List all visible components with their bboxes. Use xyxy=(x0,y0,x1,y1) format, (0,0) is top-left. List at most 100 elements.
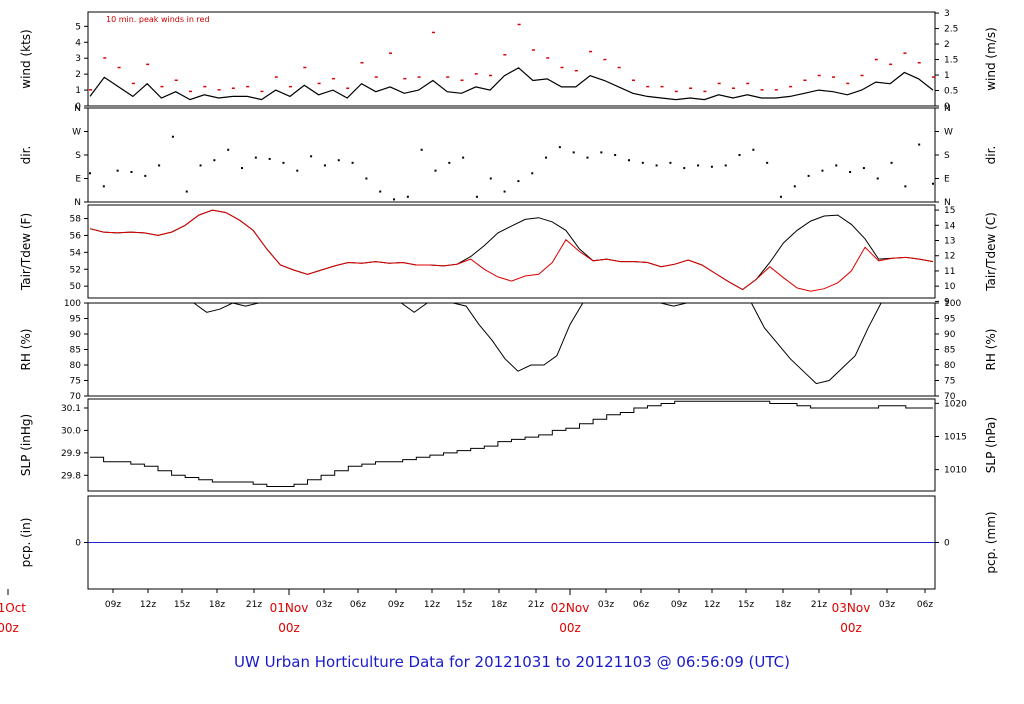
dir-point xyxy=(185,190,188,193)
dir-point xyxy=(586,156,589,159)
wind-peak-marker xyxy=(131,82,135,85)
x-date-label: 02Nov xyxy=(551,601,590,615)
rh-ytick-right-label: 80 xyxy=(944,361,956,371)
dir-point xyxy=(517,180,520,183)
wind-peak-marker xyxy=(89,89,92,91)
wind-annotation: 10 min. peak winds in red xyxy=(106,15,210,24)
wind-peak-marker xyxy=(617,66,621,69)
wind-ytick-right-label: 0 xyxy=(944,102,950,112)
rh-ytick-label: 80 xyxy=(70,361,82,371)
wind-peak-marker xyxy=(774,89,778,91)
slp-line xyxy=(90,400,933,487)
wind-ytick-label: 5 xyxy=(75,22,81,32)
wind-peak-marker xyxy=(846,82,850,85)
wind-peak-marker xyxy=(874,58,878,61)
wind-peak-marker xyxy=(446,76,450,78)
wind-peak-marker xyxy=(831,76,835,78)
dir-ytick-label: N xyxy=(74,104,81,114)
dir-point xyxy=(545,156,548,159)
wind-peak-marker xyxy=(389,52,393,54)
temp-ytick-right-label: 9 xyxy=(944,297,950,307)
x-hour-tick-label: 09z xyxy=(671,600,687,610)
wind-ytick-right-label: 0.5 xyxy=(944,87,958,97)
dir-ytick-label: E xyxy=(75,175,81,185)
wind-peak-marker xyxy=(331,77,335,80)
dir-point xyxy=(531,172,534,175)
dir-point xyxy=(116,169,119,172)
wind-peak-marker xyxy=(374,76,378,78)
dir-point xyxy=(669,161,672,164)
wind-peak-marker xyxy=(417,76,421,78)
wind-peak-marker xyxy=(674,90,678,93)
dir-point xyxy=(918,143,921,146)
slp-ylabel: SLP (inHg) xyxy=(19,414,33,476)
temp-ytick-right-label: 10 xyxy=(944,282,956,292)
rh-ytick-right-label: 100 xyxy=(944,299,961,309)
temp-ytick-right-label: 14 xyxy=(944,221,956,231)
dir-ytick-right-label: W xyxy=(944,128,953,138)
x-hour-tick-label: 18z xyxy=(775,600,791,610)
slp-ytick-right-label: 1015 xyxy=(944,432,967,442)
dir-point xyxy=(130,170,133,173)
wind-peak-marker xyxy=(889,63,893,66)
dir-point xyxy=(572,151,575,154)
dir-point xyxy=(655,164,658,167)
dir-point xyxy=(904,185,907,188)
x-hour-tick-label: 15z xyxy=(174,600,190,610)
dir-point xyxy=(254,156,257,159)
wind-peak-marker xyxy=(717,82,721,85)
temp-ytick-right-label: 11 xyxy=(944,267,955,277)
dir-point xyxy=(158,164,161,167)
dir-point xyxy=(683,167,686,170)
dir-point xyxy=(738,154,741,156)
dir-point xyxy=(434,169,437,172)
x-hour-tick-label: 12z xyxy=(704,600,720,610)
dir-ylabel: dir. xyxy=(19,146,33,165)
wind-peak-marker xyxy=(303,66,307,69)
x-hour-tick-label: 09z xyxy=(388,600,404,610)
wind-peak-marker xyxy=(546,57,550,59)
dir-point xyxy=(144,174,147,177)
dir-point xyxy=(420,148,423,151)
dir-point xyxy=(171,135,174,138)
wind-panel-frame xyxy=(87,11,936,107)
dir-point xyxy=(199,164,202,167)
dir-panel-frame xyxy=(87,107,936,203)
dir-point xyxy=(558,146,561,149)
wind-ytick-right-label: 2.5 xyxy=(944,25,958,35)
rh-panel-frame xyxy=(87,302,936,397)
wind-ytick-label: 2 xyxy=(75,70,81,80)
wind-peak-marker xyxy=(574,69,578,72)
x-date-label: 31Oct xyxy=(0,601,26,615)
wind-peak-marker xyxy=(246,85,250,88)
x-date-sub-label: 00z xyxy=(559,621,581,635)
dir-ytick-right-label: N xyxy=(944,198,951,208)
wind-ylabel: wind (kts) xyxy=(19,29,33,88)
wind-peak-marker xyxy=(289,85,293,88)
dir-point xyxy=(323,164,326,167)
wind-peak-marker xyxy=(531,49,535,51)
temp-ytick-label: 50 xyxy=(70,282,82,292)
rh-ytick-label: 85 xyxy=(70,346,81,356)
wind-peak-marker xyxy=(431,31,435,34)
dir-ytick-label: S xyxy=(75,151,81,161)
dir-point xyxy=(752,148,755,151)
dir-ytick-right-label: N xyxy=(944,104,951,114)
dir-point xyxy=(489,177,492,180)
x-hour-tick-label: 21z xyxy=(528,600,544,610)
wind-speed-line xyxy=(89,67,934,101)
x-hour-tick-label: 03z xyxy=(879,600,895,610)
wind-peak-marker xyxy=(203,85,207,88)
x-hour-tick-label: 12z xyxy=(140,600,156,610)
air-temp-line xyxy=(89,209,934,291)
rh-ytick-label: 90 xyxy=(70,330,82,340)
wind-peak-marker xyxy=(603,58,607,61)
dir-point xyxy=(724,164,727,167)
dir-point xyxy=(641,161,644,164)
rh-ytick-label: 75 xyxy=(70,377,81,387)
dir-point xyxy=(89,172,91,175)
wind-peak-marker xyxy=(760,89,764,91)
x-hour-tick-label: 06z xyxy=(350,600,366,610)
dir-point xyxy=(379,190,382,193)
